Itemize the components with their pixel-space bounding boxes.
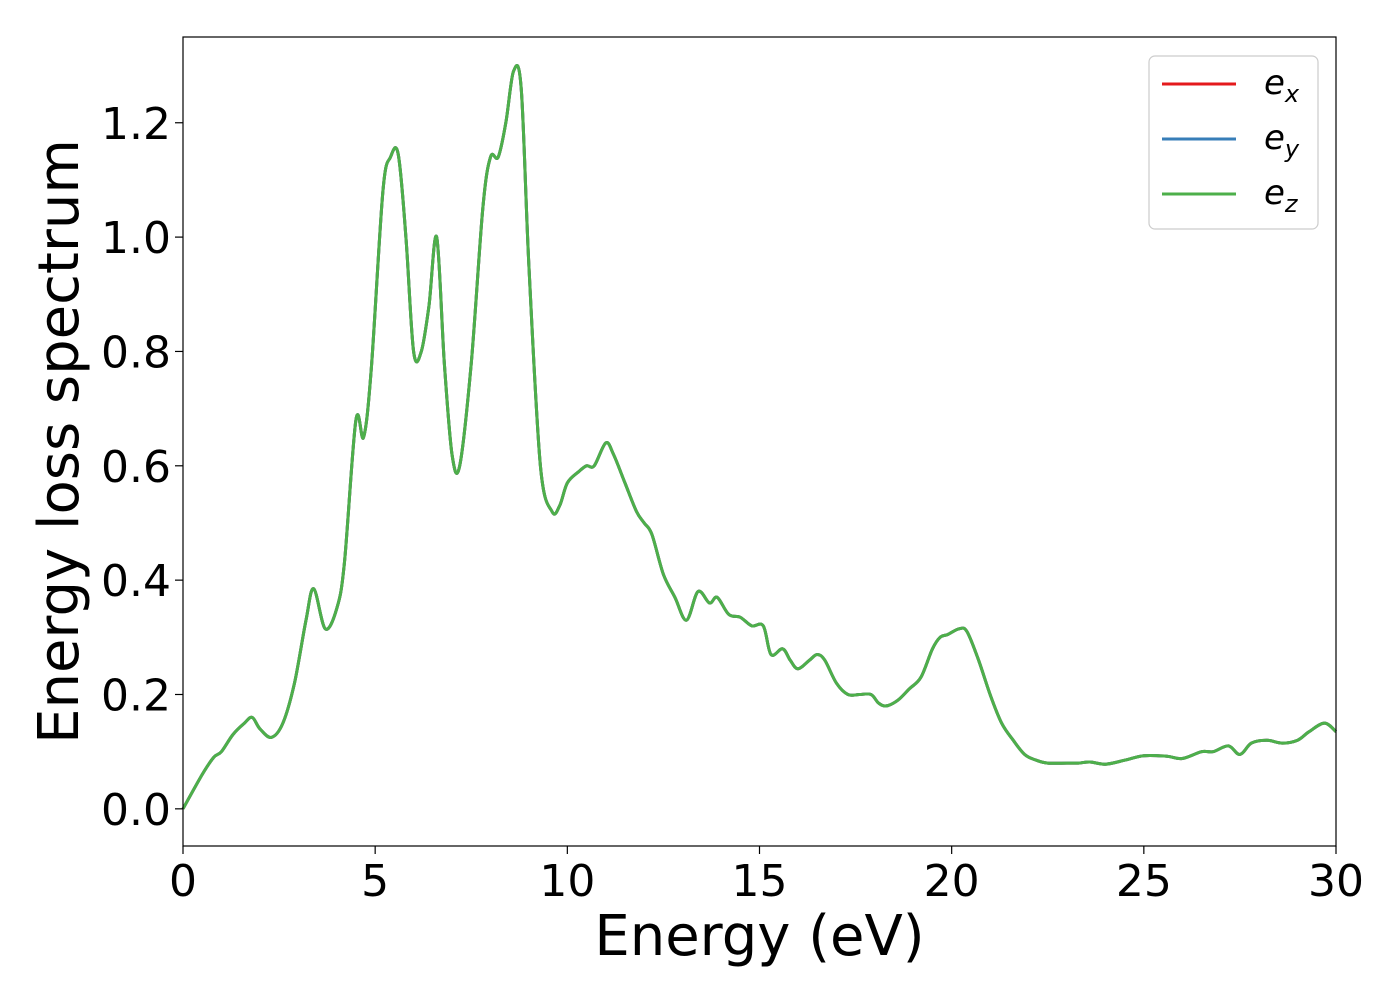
legend: ex ey ez	[1148, 55, 1319, 230]
y-tick-label: 0.0	[101, 785, 171, 836]
x-tick-label: 0	[169, 856, 197, 907]
y-tick-label: 0.8	[101, 327, 171, 378]
legend-box	[1148, 55, 1319, 230]
x-axis: 0 5 10 15 20 25 30	[169, 846, 1364, 907]
legend-label: ex	[1264, 63, 1300, 108]
x-axis-title: Energy (eV)	[594, 904, 924, 969]
series-line-e-z	[181, 64, 1338, 810]
y-tick-label: 0.6	[101, 442, 171, 493]
legend-label: ez	[1264, 173, 1299, 218]
y-tick-label: 0.2	[101, 670, 171, 721]
y-tick-label: 1.2	[101, 99, 171, 150]
x-tick-label: 25	[1116, 856, 1172, 907]
legend-label: ey	[1264, 118, 1300, 163]
x-tick-label: 5	[361, 856, 389, 907]
y-axis-title: Energy loss spectrum	[27, 139, 92, 744]
y-axis: 0.0 0.2 0.4 0.6 0.8 1.0 1.2	[101, 99, 183, 836]
x-tick-label: 15	[732, 856, 788, 907]
plot-lines	[181, 64, 1338, 810]
x-tick-label: 10	[539, 856, 595, 907]
x-tick-label: 20	[924, 856, 980, 907]
y-tick-label: 1.0	[101, 213, 171, 264]
x-tick-label: 30	[1308, 856, 1364, 907]
y-tick-label: 0.4	[101, 556, 171, 607]
